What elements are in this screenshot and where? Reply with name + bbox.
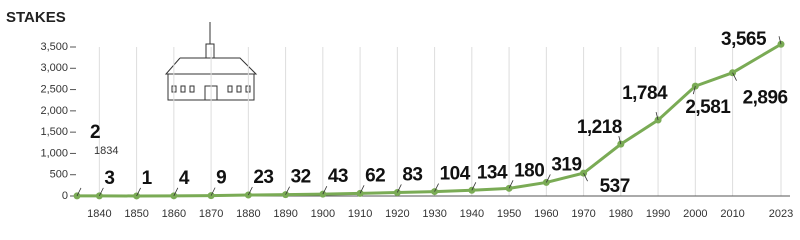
x-tick-label: 1860 — [162, 208, 186, 220]
leader-line — [247, 186, 253, 196]
leader-line — [359, 185, 365, 194]
leader-line — [76, 187, 82, 197]
x-tick-label: 1870 — [199, 208, 223, 220]
y-tick-label: 500 — [50, 169, 68, 181]
leader-line — [545, 174, 551, 183]
y-tick-label: 2,000 — [40, 105, 68, 117]
value-label: 2,581 — [685, 97, 731, 118]
value-label: 83 — [402, 164, 422, 185]
value-label: 2 — [90, 122, 100, 143]
x-tick-label: 1940 — [460, 208, 484, 220]
x-tick-label: 1900 — [311, 208, 335, 220]
value-label: 104 — [440, 164, 471, 185]
x-tick-label: 1970 — [571, 208, 595, 220]
value-label: 3 — [104, 168, 114, 189]
leader-line — [98, 187, 104, 197]
leader-line — [210, 187, 216, 196]
y-tick-label: 1,500 — [40, 126, 68, 138]
leader-line — [285, 186, 290, 195]
x-tick-label: 1840 — [87, 208, 111, 220]
x-tick-label: 1920 — [385, 208, 409, 220]
leader-line — [655, 111, 659, 121]
y-tick-label: 2,500 — [40, 83, 68, 95]
chart-title: STAKES — [6, 9, 66, 26]
leader-line — [173, 187, 179, 197]
x-tick-label: 1930 — [422, 208, 446, 220]
leader-line — [618, 136, 622, 145]
value-label: 9 — [216, 168, 226, 189]
leader-line — [136, 187, 141, 197]
value-label: 1,784 — [622, 83, 668, 104]
x-tick-label: 2000 — [683, 208, 707, 220]
value-label: 3,565 — [721, 29, 767, 50]
chart: STAKES 0 500 1,000 1,500 2,000 2,500 3,000 3,50… — [6, 9, 793, 220]
x-tick-label: 2010 — [720, 208, 744, 220]
page: {"chart_data": {"type": "line", "title":… — [6, 8, 794, 220]
value-label: 23 — [253, 167, 273, 188]
x-tick-label: 1880 — [236, 208, 260, 220]
value-label: 537 — [600, 176, 630, 197]
y-tick-label: 3,000 — [40, 62, 68, 74]
leader-line — [583, 172, 588, 182]
leader-line — [434, 183, 439, 192]
y-tick-label: 3,500 — [40, 41, 68, 53]
value-label: 32 — [291, 167, 311, 188]
leader-line — [778, 36, 782, 45]
leader-line — [471, 182, 477, 191]
value-label: 319 — [551, 154, 581, 175]
value-label: 1,218 — [577, 117, 622, 138]
first-year-label: 1834 — [94, 145, 118, 157]
value-label: 4 — [179, 168, 190, 189]
x-tick-label: 1980 — [609, 208, 633, 220]
x-tick-label: 1950 — [497, 208, 521, 220]
leader-line — [692, 86, 696, 95]
y-tick-label: 1,000 — [40, 147, 68, 159]
value-label: 2,896 — [743, 88, 788, 109]
x-tick-label: 1990 — [646, 208, 670, 220]
value-label: 180 — [514, 160, 544, 181]
leader-line — [396, 184, 402, 193]
leader-line — [732, 72, 737, 81]
x-tick-label: 2023 — [769, 208, 793, 220]
y-tick-label: 0 — [62, 190, 68, 202]
series-line — [76, 42, 782, 198]
x-tick-label: 1910 — [348, 208, 372, 220]
value-label: 1 — [142, 168, 153, 189]
x-tick-label: 1960 — [534, 208, 558, 220]
x-tick-label: 1850 — [124, 208, 148, 220]
leader-line — [508, 180, 514, 189]
x-tick-label: 1890 — [273, 208, 297, 220]
leader-line — [322, 185, 328, 195]
value-label: 62 — [365, 165, 385, 186]
value-label: 43 — [328, 166, 348, 187]
value-label: 134 — [477, 162, 508, 183]
